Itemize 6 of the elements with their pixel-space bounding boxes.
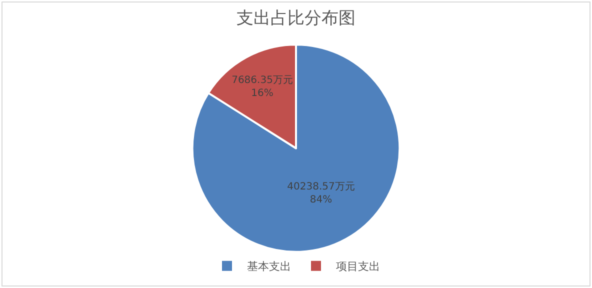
data-label: 40238.57万元 84%: [287, 182, 355, 206]
chart-title: 支出占比分布图: [236, 8, 356, 28]
legend-label: 项目支出: [336, 260, 380, 274]
data-label: 7686.35万元 16%: [232, 75, 293, 100]
legend-label: 基本支出: [247, 260, 291, 274]
pie-slice: [191, 44, 401, 253]
